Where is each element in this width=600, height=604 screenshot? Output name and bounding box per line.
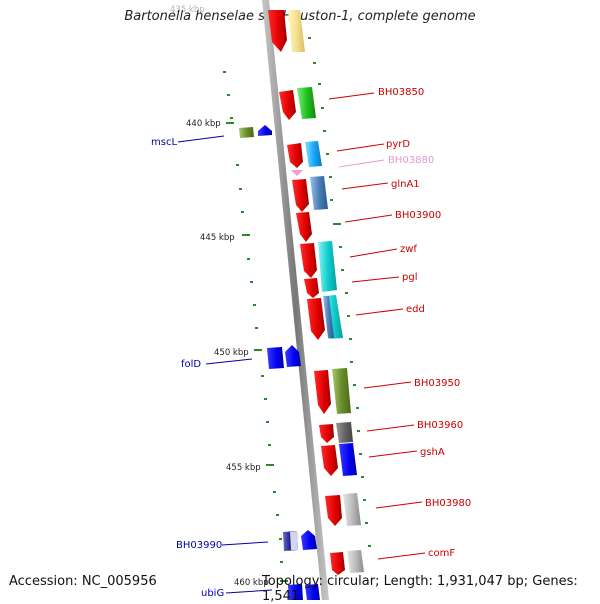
gene-label-comF: comF — [428, 548, 455, 559]
gene-label-pgl: pgl — [402, 272, 417, 283]
gene-label-mscL: mscL — [151, 137, 177, 148]
gene-bar — [332, 368, 351, 414]
gene-label-pyrD: pyrD — [386, 139, 410, 150]
kbp-label: 455 kbp — [226, 463, 261, 473]
right-leader-lines — [328, 92, 426, 560]
kbp-label: 445 kbp — [200, 233, 235, 243]
gene-label-folD: folD — [181, 359, 201, 370]
genome-backbone — [262, 0, 329, 600]
gene-bar — [336, 422, 353, 443]
gene-bar — [305, 584, 320, 600]
gene-arrow — [258, 125, 272, 136]
gene-arrow — [285, 345, 301, 367]
gene-bar — [288, 10, 305, 52]
gene-bar — [339, 443, 357, 476]
gene-label-BH03950: BH03950 — [414, 378, 460, 389]
gene-label-BH03980: BH03980 — [425, 498, 471, 509]
gene-bar — [343, 493, 361, 526]
gene-arrow — [291, 170, 303, 176]
gene-bar — [305, 141, 322, 167]
gene-arrow — [307, 298, 325, 340]
gene-label-BH03850: BH03850 — [378, 87, 424, 98]
gene-label-gshA: gshA — [420, 447, 445, 458]
gene-arrow — [325, 495, 342, 526]
kbp-label: 435 kbp — [170, 5, 205, 15]
gene-label-BH03880: BH03880 — [388, 155, 434, 166]
gene-label-zwf: zwf — [400, 244, 417, 255]
gene-arrow — [300, 243, 317, 278]
gene-bar — [290, 531, 298, 550]
gene-bar — [323, 296, 334, 338]
gene-arrow — [296, 212, 312, 242]
gene-label-BH03990: BH03990 — [176, 540, 222, 551]
right-ticks — [308, 37, 371, 547]
gene-bar — [310, 176, 328, 210]
gene-label-BH03900: BH03900 — [395, 210, 441, 221]
gene-arrow — [279, 90, 296, 120]
gene-bar — [297, 87, 316, 119]
gene-arrow — [301, 530, 317, 550]
gene-label-glnA1: glnA1 — [391, 179, 420, 190]
gene-arrow — [304, 278, 319, 298]
gene-label-ubiG: ubiG — [201, 588, 224, 599]
gene-label-BH03960: BH03960 — [417, 420, 463, 431]
kbp-label: 450 kbp — [214, 348, 249, 358]
kbp-ruler — [223, 71, 288, 582]
accession-text: Accession: NC_005956 — [9, 574, 157, 589]
kbp-label: 460 kbp — [234, 578, 269, 588]
gene-arrow — [319, 424, 334, 443]
gene-bar — [267, 347, 284, 369]
gene-arrow — [292, 179, 309, 212]
gene-arrow — [330, 552, 345, 575]
gene-bar — [318, 241, 337, 292]
gene-bar — [347, 550, 364, 573]
gene-label-edd: edd — [406, 304, 425, 315]
gene-arrow — [314, 370, 331, 414]
gene-bar — [239, 127, 254, 138]
gene-arrow — [268, 10, 287, 52]
gene-arrow — [287, 143, 303, 168]
gene-arrow — [321, 445, 338, 476]
left-leader-lines — [177, 135, 273, 594]
gene-bar — [288, 584, 303, 600]
kbp-label: 440 kbp — [186, 119, 221, 129]
